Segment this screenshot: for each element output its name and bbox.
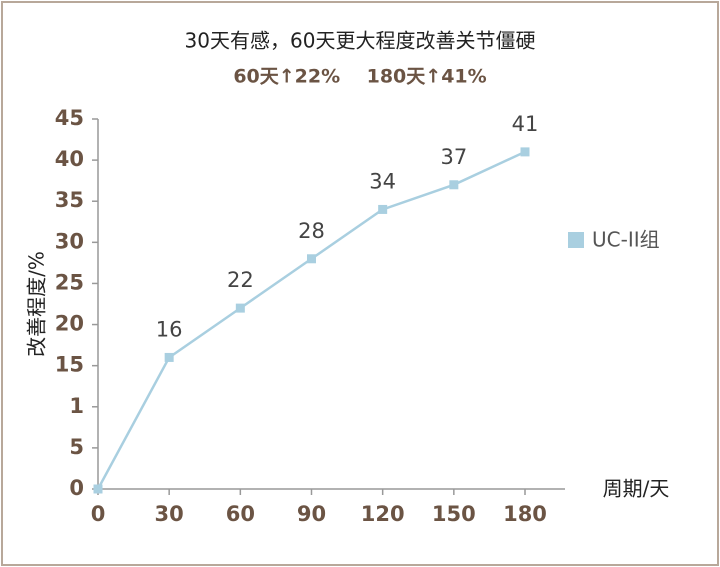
x-tick-label: 150 bbox=[432, 502, 476, 526]
chart-title: 30天有感，60天更大程度改善关节僵硬 bbox=[185, 29, 536, 53]
y-tick-label: 0 bbox=[69, 476, 84, 500]
y-tick-label: 45 bbox=[55, 106, 84, 130]
point bbox=[93, 484, 103, 494]
y-tick-label: 35 bbox=[55, 188, 84, 212]
chart-subtitle: 60天↑22% 180天↑41% bbox=[233, 66, 486, 88]
point bbox=[235, 303, 245, 313]
point bbox=[378, 204, 388, 214]
legend-label: UC-II组 bbox=[592, 228, 660, 252]
data-label: 41 bbox=[512, 112, 539, 136]
y-axis-label: 改善程度/% bbox=[25, 251, 49, 357]
y-tick-label: 5 bbox=[69, 435, 84, 459]
y-tick-label: 1 bbox=[69, 394, 84, 418]
y-tick-label: 20 bbox=[55, 312, 84, 336]
x-axis-label: 周期/天 bbox=[603, 477, 670, 501]
point bbox=[449, 180, 459, 190]
x-tick-label: 0 bbox=[91, 502, 106, 526]
data-label: 16 bbox=[156, 317, 183, 341]
y-tick-label: 40 bbox=[55, 147, 84, 171]
x-tick-label: 60 bbox=[226, 502, 255, 526]
x-tick-label: 30 bbox=[155, 502, 184, 526]
y-tick-label: 25 bbox=[55, 270, 84, 294]
x-tick-label: 120 bbox=[361, 502, 405, 526]
point bbox=[520, 147, 530, 157]
data-label: 34 bbox=[369, 169, 396, 193]
point bbox=[307, 254, 316, 264]
x-tick-label: 180 bbox=[503, 502, 547, 526]
data-label: 28 bbox=[298, 219, 325, 243]
data-label: 37 bbox=[440, 145, 467, 169]
data-label: 22 bbox=[227, 268, 254, 292]
point bbox=[164, 352, 174, 362]
y-tick-label: 30 bbox=[55, 229, 84, 253]
y-tick-label: 15 bbox=[55, 353, 84, 377]
x-tick-label: 90 bbox=[297, 502, 326, 526]
legend-swatch bbox=[568, 232, 584, 248]
